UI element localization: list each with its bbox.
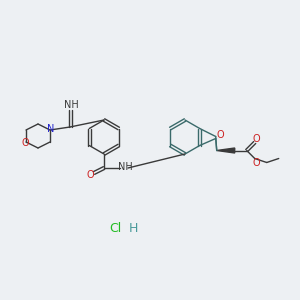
Text: O: O: [253, 134, 260, 143]
Text: NH: NH: [64, 100, 78, 110]
Text: O: O: [86, 170, 94, 180]
Text: O: O: [253, 158, 260, 167]
Text: Cl: Cl: [109, 221, 121, 235]
Text: NH: NH: [118, 162, 132, 172]
Text: O: O: [217, 130, 224, 140]
Polygon shape: [217, 148, 235, 153]
Text: N: N: [47, 124, 55, 134]
Text: H: H: [128, 221, 138, 235]
Text: O: O: [21, 138, 29, 148]
